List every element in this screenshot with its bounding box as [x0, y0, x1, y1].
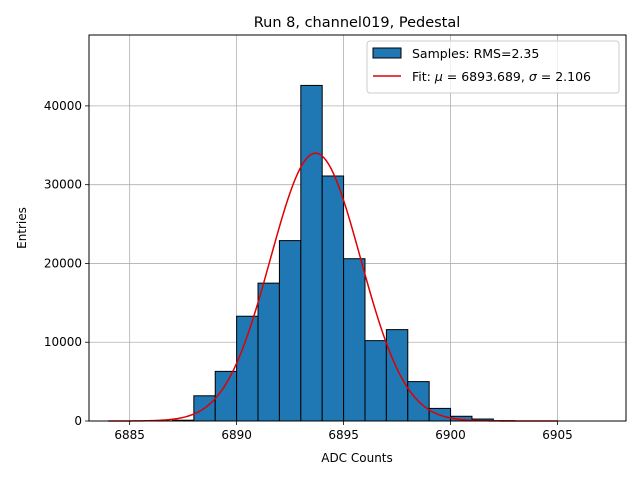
y-axis-ticks: 0 10000 20000 30000 40000 — [44, 99, 89, 428]
legend-fit-label: Fit: μ = 6893.689, σ = 2.106 — [412, 69, 591, 84]
histogram-bar — [236, 315, 259, 422]
x-tick-label: 6900 — [435, 428, 466, 442]
x-tick-label: 6905 — [542, 428, 573, 442]
legend: Samples: RMS=2.35 Fit: μ = 6893.689, σ =… — [366, 40, 620, 94]
y-tick-label: 20000 — [44, 256, 82, 270]
y-tick-label: 30000 — [44, 178, 82, 192]
x-tick-label: 6890 — [221, 428, 252, 442]
chart-title: Run 8, channel019, Pedestal — [254, 15, 461, 31]
x-tick-label: 6885 — [114, 428, 145, 442]
legend-bar-label: Samples: RMS=2.35 — [412, 46, 539, 61]
plot-frame — [88, 34, 627, 422]
histogram-bar — [214, 370, 238, 422]
histogram-bar — [300, 84, 323, 422]
y-tick-label: 0 — [74, 414, 82, 428]
legend-bar-swatch — [372, 47, 402, 59]
histogram-bar — [321, 175, 345, 422]
x-tick-label: 6895 — [328, 428, 359, 442]
histogram-bars — [171, 84, 516, 422]
x-axis-label: ADC Counts — [321, 451, 393, 465]
y-tick-label: 10000 — [44, 335, 82, 349]
histogram-bar — [278, 240, 302, 422]
legend-box — [366, 40, 620, 94]
x-axis-ticks: 6885 6890 6895 6900 6905 — [114, 421, 573, 442]
histogram-bar — [257, 282, 280, 422]
histogram-bar — [364, 340, 387, 422]
y-tick-label: 40000 — [44, 99, 82, 113]
y-axis-label: Entries — [15, 207, 29, 249]
histogram-bar — [343, 258, 366, 422]
histogram-bar — [385, 329, 409, 422]
